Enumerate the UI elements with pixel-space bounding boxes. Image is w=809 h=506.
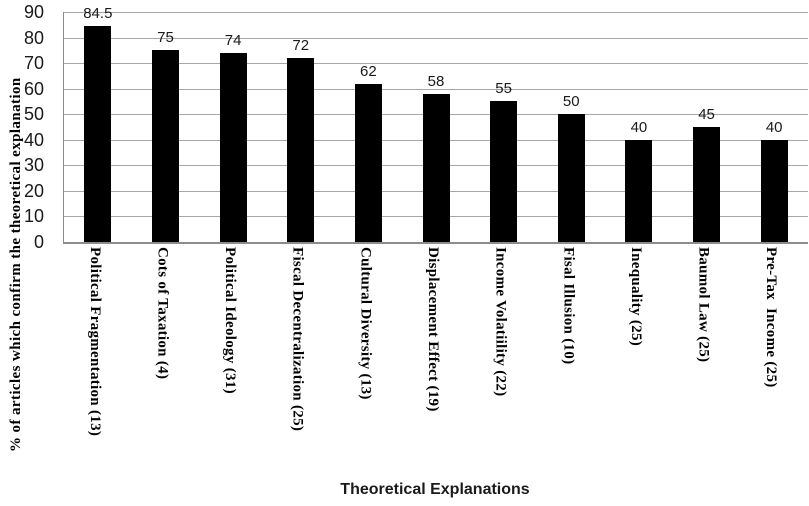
y-tick-label: 30 — [23, 155, 44, 176]
bar-value-label: 45 — [698, 106, 715, 123]
gridline — [64, 37, 808, 39]
bar-value-label: 40 — [630, 118, 648, 136]
bar-value-label: 50 — [562, 93, 580, 111]
bar — [219, 52, 247, 242]
category-label: Fiscal Decentralization (25) — [289, 247, 306, 432]
bar-value-label: 74 — [224, 31, 242, 49]
gridline — [64, 88, 808, 90]
category-label: Baumol Law (25) — [695, 247, 712, 363]
y-tick-label: 70 — [23, 53, 44, 74]
gridline — [64, 63, 808, 65]
category-label: Political Fragmentation (13) — [86, 247, 103, 437]
category-label: Income Volatiility (22) — [492, 247, 509, 397]
bar-value-label: 62 — [360, 62, 377, 80]
category-label: Political Ideology (31) — [222, 247, 239, 394]
bar — [151, 50, 179, 242]
bar-value-label: 75 — [157, 29, 174, 47]
y-tick-label: 10 — [23, 206, 44, 227]
gridline — [64, 12, 808, 13]
bar — [490, 101, 518, 242]
y-axis-tick-labels: 0 10 20 30 40 50 60 70 80 90 — [0, 2, 46, 252]
category-label: Cots of Taxation (4) — [154, 247, 171, 380]
y-tick-label: 80 — [23, 27, 44, 48]
bar — [84, 26, 112, 242]
bar-value-label: 40 — [765, 118, 783, 136]
y-tick-label: 40 — [23, 129, 44, 150]
y-tick-label: 0 — [33, 232, 44, 252]
category-label: Displacement Effect (19) — [425, 247, 441, 412]
x-axis-title: Theoretical Explanations — [340, 481, 530, 498]
bar — [422, 93, 450, 242]
y-tick-label: 90 — [23, 2, 44, 22]
bar — [354, 83, 382, 242]
bar-value-label: 58 — [427, 72, 445, 90]
y-tick-label: 50 — [23, 104, 44, 125]
plot-area: 84.5 75 74 72 62 58 55 50 40 45 40 — [63, 6, 808, 244]
category-label: Fisal Illusion (10) — [560, 247, 577, 365]
category-labels: Political Fragmentation (13) Cots of Taxa… — [63, 247, 807, 480]
y-tick-label: 60 — [23, 78, 44, 99]
bar — [693, 127, 721, 242]
y-tick-label: 20 — [23, 180, 44, 201]
bar — [287, 58, 315, 242]
category-label: Pre-Tax Income (25) — [763, 247, 780, 388]
bar-value-label: 55 — [495, 80, 512, 98]
bar-value-label: 72 — [292, 37, 310, 54]
bar-value-label: 84.5 — [83, 5, 113, 23]
bar — [760, 139, 788, 242]
category-label: Inequality (25) — [627, 247, 644, 347]
bar — [625, 139, 653, 242]
category-label: Cultural Diversity (13) — [357, 247, 374, 400]
bar — [557, 114, 585, 242]
